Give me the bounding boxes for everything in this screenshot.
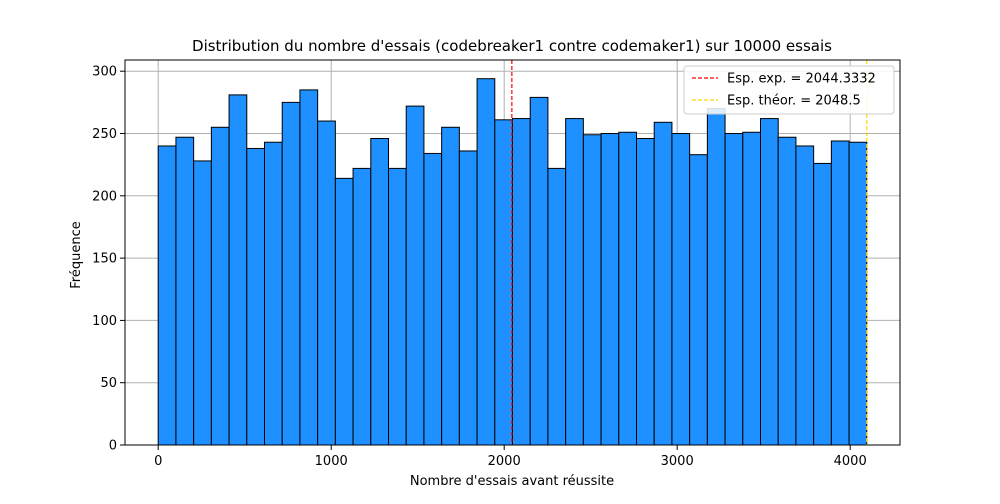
histogram-bar-5: [246, 147, 266, 446]
x-axis-label: Nombre d'essais avant réussite: [410, 474, 614, 489]
histogram-bar-29: [671, 133, 691, 446]
x-tick-label-4: 4000: [834, 454, 867, 469]
axis-ticks: 0 1000 2000 3000 4000 0 50 100 150 200 250 300: [92, 65, 867, 469]
histogram-bar-3: [210, 126, 230, 446]
y-tick-label-3: 150: [92, 252, 117, 267]
legend: Esp. exp. = 2044.3332 Esp. théor. = 2048.…: [683, 65, 895, 115]
legend-entry-1: Esp. théor. = 2048.5: [727, 94, 861, 109]
histogram-bar-22: [547, 167, 567, 446]
histogram-bar-28: [653, 121, 673, 446]
histogram-bar-35: [777, 136, 797, 446]
histogram-bar-32: [724, 133, 744, 446]
x-tick-label-2: 2000: [488, 454, 521, 469]
x-tick-label-3: 3000: [661, 454, 694, 469]
x-tick-label-1: 1000: [315, 454, 348, 469]
histogram-bar-15: [423, 152, 443, 446]
x-tick-label-0: 0: [154, 454, 162, 469]
y-tick-label-4: 200: [92, 189, 117, 204]
y-tick-label-0: 0: [109, 439, 117, 454]
histogram-bar-14: [405, 105, 425, 446]
histogram-bar-20: [512, 118, 531, 446]
histogram-bar-2: [193, 160, 212, 446]
histogram-bar-4: [228, 94, 248, 446]
histogram-bar-19: [494, 119, 513, 446]
histogram-bar-24: [582, 134, 602, 446]
y-tick-label-2: 100: [92, 314, 117, 329]
histogram-bar-12: [370, 137, 389, 446]
histogram-bar-9: [317, 120, 336, 446]
histogram-bar-23: [565, 118, 584, 446]
histogram-bar-16: [441, 126, 460, 446]
histogram-bar-33: [742, 131, 761, 446]
histogram-bar-18: [476, 78, 496, 446]
y-axis-label: Fréquence: [69, 221, 84, 288]
plot-frame: [124, 59, 901, 446]
histogram-bar-36: [795, 145, 815, 446]
histogram-bar-17: [458, 150, 478, 446]
histogram-bar-26: [618, 131, 637, 446]
histogram-bar-13: [388, 167, 407, 446]
histogram-bar-1: [175, 136, 195, 446]
y-tick-label-6: 300: [92, 65, 117, 80]
histogram-bar-38: [830, 140, 850, 446]
y-tick-label-1: 50: [100, 376, 117, 391]
histogram-bar-6: [264, 141, 283, 446]
reference-lines: [511, 60, 868, 445]
histogram-bar-11: [352, 167, 372, 446]
histogram-bar-31: [706, 108, 726, 446]
histogram-bars: [157, 78, 868, 446]
histogram-bar-34: [760, 118, 779, 446]
histogram-bar-30: [689, 154, 708, 446]
histogram-bar-7: [281, 101, 301, 446]
histogram-bar-8: [299, 89, 319, 446]
histogram-bar-39: [848, 141, 868, 446]
histogram-bar-0: [157, 145, 177, 446]
histogram-bar-37: [813, 162, 832, 446]
legend-entry-0: Esp. exp. = 2044.3332: [727, 72, 876, 87]
legend-box: [683, 65, 895, 115]
histogram-bar-21: [529, 96, 549, 446]
histogram-bar-27: [636, 137, 655, 446]
y-tick-label-5: 250: [92, 127, 117, 142]
chart-title: Distribution du nombre d'essais (codebre…: [192, 37, 832, 55]
histogram-bar-10: [334, 177, 354, 446]
histogram-bar-25: [600, 133, 620, 446]
